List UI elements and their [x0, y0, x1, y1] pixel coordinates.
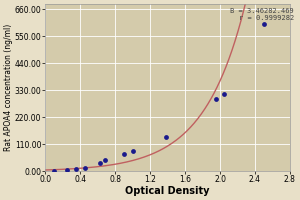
Y-axis label: Rat APOA4 concentration (ng/ml): Rat APOA4 concentration (ng/ml) [4, 24, 13, 151]
Point [65, 168, 70, 172]
Point [213, 97, 218, 100]
Point [164, 135, 168, 138]
Point [122, 152, 126, 156]
Point [222, 92, 227, 95]
Point [82, 167, 87, 170]
Point [102, 159, 107, 162]
Point [74, 167, 78, 170]
Point [261, 22, 266, 25]
Text: B = 3.46282.469
r = 0.9999282: B = 3.46282.469 r = 0.9999282 [230, 8, 294, 21]
X-axis label: Optical Density: Optical Density [125, 186, 210, 196]
Point [52, 169, 57, 172]
Point [130, 150, 135, 153]
Point [97, 161, 102, 164]
